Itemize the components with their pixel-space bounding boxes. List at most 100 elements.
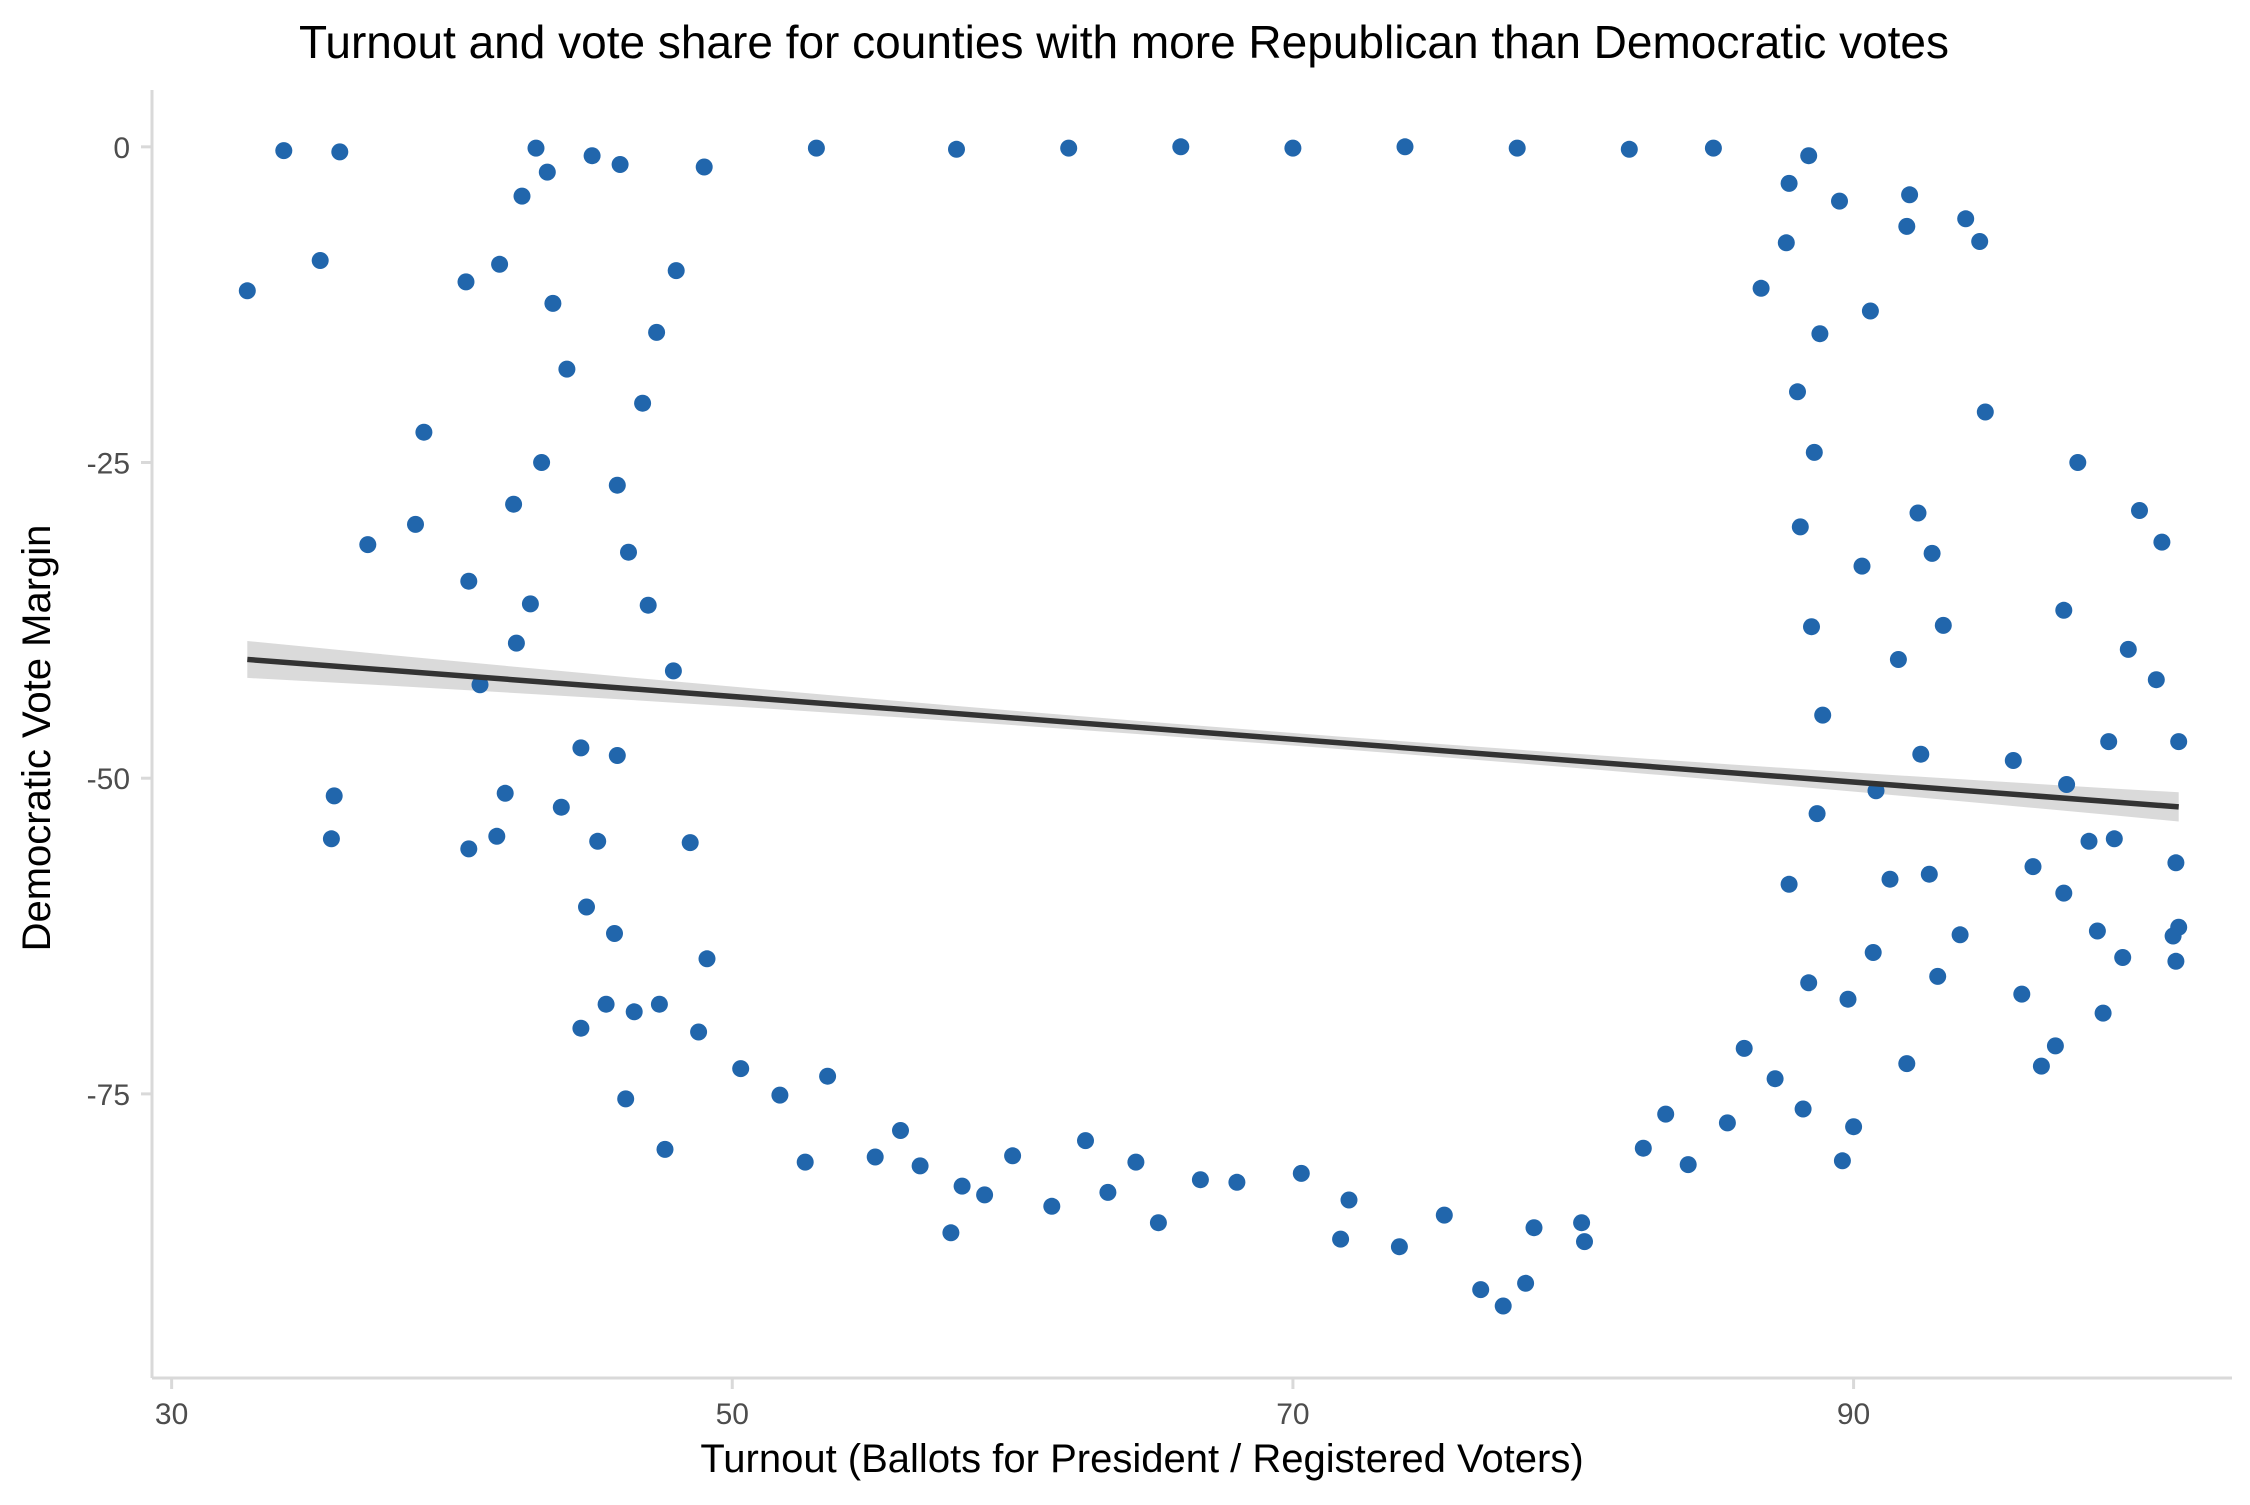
data-point <box>1293 1165 1310 1182</box>
data-point <box>331 143 348 160</box>
data-point <box>682 834 699 851</box>
data-point <box>1800 147 1817 164</box>
data-point <box>1621 141 1638 158</box>
data-point <box>533 454 550 471</box>
data-point <box>634 395 651 412</box>
data-point <box>544 295 561 312</box>
data-point <box>1977 404 1994 421</box>
data-point <box>948 141 965 158</box>
y-tick-label: 0 <box>113 132 130 165</box>
data-point <box>2148 671 2165 688</box>
data-point <box>275 142 292 159</box>
data-point <box>1912 746 1929 763</box>
data-point <box>1811 325 1828 342</box>
data-point <box>819 1068 836 1085</box>
data-point <box>1898 1055 1915 1072</box>
data-point <box>239 282 256 299</box>
data-points <box>239 138 2187 1314</box>
data-point <box>1862 303 1879 320</box>
data-point <box>505 496 522 513</box>
x-axis-title: Turnout (Ballots for President / Registe… <box>700 1437 1583 1481</box>
data-point <box>797 1154 814 1171</box>
data-point <box>2069 454 2086 471</box>
data-point <box>1341 1192 1358 1209</box>
data-point <box>1753 280 1770 297</box>
data-point <box>942 1224 959 1241</box>
data-point <box>640 597 657 614</box>
data-point <box>2033 1058 2050 1075</box>
data-point <box>1228 1174 1245 1191</box>
data-point <box>2120 641 2137 658</box>
data-point <box>2013 986 2030 1003</box>
y-tick-label: -50 <box>87 763 130 796</box>
data-point <box>867 1149 884 1166</box>
data-point <box>589 833 606 850</box>
data-point <box>491 256 508 273</box>
data-point <box>2114 949 2131 966</box>
data-point <box>2095 1005 2112 1022</box>
data-point <box>1172 138 1189 155</box>
data-point <box>1192 1171 1209 1188</box>
data-point <box>1854 558 1871 575</box>
data-point <box>407 516 424 533</box>
data-point <box>1767 1070 1784 1087</box>
data-point <box>323 830 340 847</box>
data-point <box>1680 1156 1697 1173</box>
data-point <box>1834 1152 1851 1169</box>
data-point <box>558 361 575 378</box>
data-point <box>626 1003 643 1020</box>
data-point <box>458 273 475 290</box>
trend-line-layer <box>247 659 2178 806</box>
data-point <box>584 147 601 164</box>
data-point <box>312 252 329 269</box>
data-point <box>1800 974 1817 991</box>
data-point <box>1526 1219 1543 1236</box>
data-point <box>1901 186 1918 203</box>
data-point <box>2089 923 2106 940</box>
data-point <box>2106 830 2123 847</box>
data-point <box>1882 871 1899 888</box>
data-point <box>1705 140 1722 157</box>
y-tick-label: -75 <box>87 1079 130 1112</box>
data-point <box>690 1024 707 1041</box>
data-point <box>2131 502 2148 519</box>
data-point <box>1472 1281 1489 1298</box>
data-point <box>2153 534 2170 551</box>
data-point <box>2025 858 2042 875</box>
data-point <box>1004 1147 1021 1164</box>
data-point <box>808 140 825 157</box>
data-point <box>2005 752 2022 769</box>
data-point <box>2167 854 2184 871</box>
data-point <box>1576 1233 1593 1250</box>
data-point <box>572 1020 589 1037</box>
data-point <box>497 785 514 802</box>
data-point <box>1332 1231 1349 1248</box>
data-point <box>954 1178 971 1195</box>
x-tick-label: 50 <box>716 1398 749 1431</box>
data-point <box>460 573 477 590</box>
data-point <box>359 536 376 553</box>
data-point <box>2100 733 2117 750</box>
data-point <box>617 1090 634 1107</box>
data-point <box>696 159 713 176</box>
data-point <box>657 1141 674 1158</box>
data-point <box>1929 968 1946 985</box>
data-point <box>976 1186 993 1203</box>
data-point <box>912 1157 929 1174</box>
data-point <box>1060 140 1077 157</box>
data-point <box>1957 210 1974 227</box>
data-point <box>508 635 525 652</box>
data-point <box>1809 805 1826 822</box>
data-point <box>1778 234 1795 251</box>
data-point <box>1865 944 1882 961</box>
x-tick-label: 90 <box>1837 1398 1870 1431</box>
data-point <box>1814 707 1831 724</box>
data-point <box>1971 233 1988 250</box>
data-point <box>1831 193 1848 210</box>
data-point <box>1397 138 1414 155</box>
data-point <box>1495 1298 1512 1315</box>
data-point <box>2167 953 2184 970</box>
chart-title: Turnout and vote share for counties with… <box>299 16 1949 68</box>
data-point <box>1781 876 1798 893</box>
data-point <box>1635 1140 1652 1157</box>
